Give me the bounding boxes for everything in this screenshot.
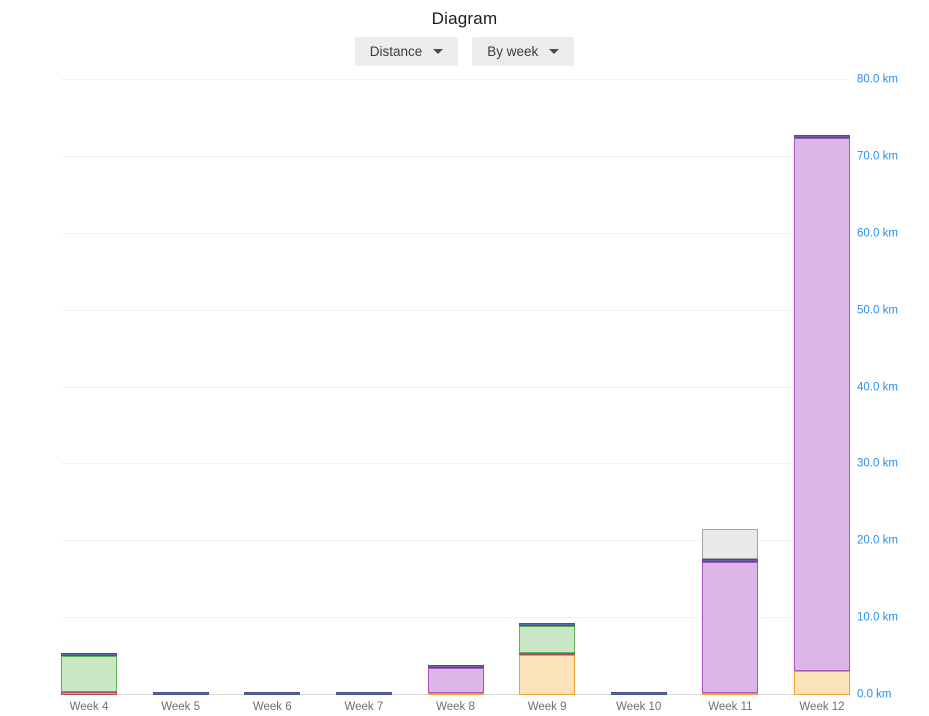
bar-segment-green[interactable]: [519, 625, 576, 653]
page-title: Diagram: [431, 9, 498, 28]
x-axis-label: Week 5: [161, 701, 201, 713]
bar-segment-blue[interactable]: [61, 652, 117, 657]
gridline: [61, 309, 850, 311]
gridline: [61, 232, 850, 234]
y-tick-label: 30.0 km: [857, 457, 898, 470]
by-week-dropdown[interactable]: By week: [472, 37, 575, 66]
gridline: [61, 386, 850, 388]
bar-week-5[interactable]: [152, 691, 209, 695]
bar-segment-blue[interactable]: [519, 622, 576, 626]
by-week-dropdown-label: By week: [487, 44, 539, 59]
gridline: [61, 155, 850, 157]
y-tick-label: 50.0 km: [857, 303, 898, 316]
bar-segment-purple[interactable]: [427, 668, 484, 693]
bar-week-12[interactable]: [794, 134, 850, 695]
gridline: [61, 79, 850, 80]
bar-segment-orange[interactable]: [519, 655, 576, 695]
distance-dropdown-label: Distance: [369, 44, 423, 59]
bar-segment-orange[interactable]: [427, 693, 484, 695]
y-tick-label: 70.0 km: [857, 150, 898, 163]
bar-segment-blue[interactable]: [427, 665, 484, 669]
stacked-bar-chart: 0.0 km 10.0 km 20.0 km 30.0 km 40.0 km 50.0 k…: [61, 74, 898, 713]
chevron-down-icon: [549, 49, 560, 54]
x-axis-label: Week 10: [616, 701, 662, 713]
gridline: [61, 617, 850, 619]
chart-controls: Distance By week: [0, 37, 929, 66]
bar-segment-red[interactable]: [519, 652, 576, 656]
distance-dropdown[interactable]: Distance: [354, 37, 459, 66]
bar-week-11[interactable]: [702, 528, 759, 695]
x-axis-label: Week 9: [527, 701, 567, 713]
y-tick-label: 40.0 km: [857, 380, 898, 393]
y-tick-label: 20.0 km: [857, 534, 898, 547]
bar-segment-blue[interactable]: [335, 691, 392, 695]
bar-segment-red[interactable]: [61, 692, 117, 695]
bar-segment-gray[interactable]: [702, 528, 759, 559]
bar-week-7[interactable]: [335, 691, 392, 695]
x-axis-label: Week 4: [69, 701, 109, 713]
bar-segment-purple[interactable]: [794, 137, 850, 672]
bar-week-10[interactable]: [610, 691, 667, 695]
bar-segment-orange[interactable]: [794, 671, 850, 695]
x-axis-label: Week 11: [708, 701, 753, 713]
y-tick-label: 60.0 km: [857, 227, 898, 239]
bar-week-6[interactable]: [244, 691, 301, 695]
bar-segment-blue[interactable]: [794, 134, 850, 138]
plot-area: [61, 79, 850, 695]
y-tick-label: 10.0 km: [857, 611, 898, 624]
bar-week-4[interactable]: [61, 652, 117, 695]
x-axis-label: Week 6: [252, 701, 292, 713]
x-axis-label: Week 7: [344, 701, 384, 713]
bar-segment-blue[interactable]: [244, 691, 301, 695]
chevron-down-icon: [433, 49, 444, 54]
bar-week-8[interactable]: [427, 665, 484, 695]
gridline: [61, 540, 850, 542]
x-axis-label: Week 12: [799, 701, 845, 713]
gridline: [61, 463, 850, 465]
bar-segment-purple[interactable]: [702, 562, 759, 693]
x-axis-label: Week 8: [436, 701, 475, 713]
y-tick-label: 0.0 km: [857, 688, 892, 701]
bar-week-9[interactable]: [519, 622, 576, 695]
bar-segment-orange[interactable]: [702, 692, 759, 695]
bar-segment-green[interactable]: [61, 656, 117, 693]
y-tick-label: 80.0 km: [857, 73, 898, 86]
bar-segment-blue[interactable]: [702, 558, 759, 563]
bar-segment-blue[interactable]: [152, 691, 209, 695]
bar-segment-blue[interactable]: [610, 691, 667, 695]
